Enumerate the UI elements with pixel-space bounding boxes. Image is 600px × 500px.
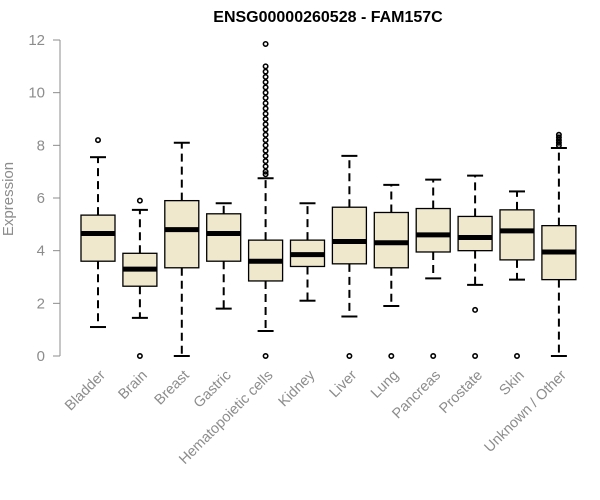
outlier-hematopoietic-cells-5: [262, 152, 269, 159]
outlier-hematopoietic-cells-14: [262, 105, 269, 112]
box-kidney: [289, 202, 326, 302]
outlier-hematopoietic-cells-1: [262, 171, 269, 178]
outlier-hematopoietic-cells-12: [262, 116, 269, 123]
y-tick-label-8: 8: [37, 137, 45, 154]
outlier-hematopoietic-cells-11: [262, 121, 269, 128]
x-tick-label-liver: Liver: [327, 367, 361, 401]
outlier-pancreas-0: [430, 352, 437, 359]
outlier-hematopoietic-cells-7: [262, 142, 269, 149]
outlier-hematopoietic-cells-3: [262, 163, 269, 170]
outlier-hematopoietic-cells-16: [262, 94, 269, 101]
outlier-hematopoietic-cells-0: [262, 352, 269, 359]
outlier-hematopoietic-cells-4: [262, 158, 269, 165]
box-body-bladder: [80, 214, 116, 262]
outlier-brain-1: [136, 197, 143, 204]
outlier-hematopoietic-cells-23: [262, 40, 269, 47]
x-tick-label-bladder: Bladder: [62, 367, 109, 414]
outlier-hematopoietic-cells-20: [262, 73, 269, 80]
y-tick-label-12: 12: [28, 32, 45, 49]
box-body-gastric: [206, 213, 242, 262]
box-brain: [122, 197, 158, 359]
outlier-hematopoietic-cells-10: [262, 126, 269, 133]
box-body-skin: [499, 209, 535, 261]
outlier-skin-0: [513, 352, 520, 359]
outlier-hematopoietic-cells-15: [262, 100, 269, 107]
boxes: [80, 40, 577, 359]
x-tick-label-brain: Brain: [115, 368, 150, 403]
box-bladder: [80, 137, 116, 329]
outlier-hematopoietic-cells-2: [262, 168, 269, 175]
outlier-unknown-other-1: [555, 139, 562, 146]
outlier-prostate-1: [472, 306, 479, 313]
box-hematopoietic-cells: [247, 40, 284, 359]
outlier-hematopoietic-cells-6: [262, 147, 269, 154]
box-body-pancreas: [415, 207, 451, 253]
outlier-lung-0: [388, 352, 395, 359]
outlier-hematopoietic-cells-9: [262, 131, 269, 138]
outlier-hematopoietic-cells-13: [262, 110, 269, 117]
outlier-unknown-other-0: [555, 142, 562, 149]
outlier-unknown-other-4: [555, 131, 562, 138]
outlier-hematopoietic-cells-8: [262, 137, 269, 144]
outlier-hematopoietic-cells-17: [262, 89, 269, 96]
box-body-lung: [373, 211, 409, 269]
box-body-prostate: [457, 215, 493, 252]
x-tick-label-kidney: Kidney: [276, 367, 319, 410]
box-breast: [164, 141, 200, 357]
box-body-liver: [331, 206, 368, 265]
outlier-liver-0: [346, 352, 353, 359]
box-body-breast: [164, 199, 200, 269]
outlier-prostate-0: [472, 352, 479, 359]
outlier-hematopoietic-cells-21: [262, 68, 269, 75]
y-axis-label: Expression: [0, 162, 17, 236]
y-tick-label-10: 10: [28, 85, 45, 102]
y-tick-label-0: 0: [37, 348, 45, 365]
outlier-hematopoietic-cells-19: [262, 79, 269, 86]
box-prostate: [457, 174, 493, 359]
axes: 0 2 4 6 8 10 12: [28, 32, 61, 365]
outlier-hematopoietic-cells-18: [262, 84, 269, 91]
chart-title: ENSG00000260528 - FAM157C: [213, 9, 443, 26]
x-tick-label-prostate: Prostate: [436, 368, 485, 417]
y-tick-label-4: 4: [37, 243, 45, 260]
outlier-unknown-other-3: [555, 134, 562, 141]
outlier-unknown-other-2: [555, 137, 562, 144]
outlier-brain-0: [136, 352, 143, 359]
box-lung: [373, 183, 409, 359]
y-tick-label-2: 2: [37, 295, 45, 312]
outlier-hematopoietic-cells-22: [262, 63, 269, 70]
outlier-bladder-0: [95, 137, 102, 144]
box-pancreas: [415, 178, 451, 359]
box-gastric: [206, 202, 242, 310]
x-tick-label-breast: Breast: [152, 368, 193, 409]
box-unknown-other: [541, 131, 577, 357]
box-skin: [499, 190, 535, 359]
box-liver: [331, 154, 368, 359]
y-tick-label-6: 6: [37, 190, 45, 207]
x-tick-label-skin: Skin: [497, 368, 528, 399]
x-tick-label-lung: Lung: [368, 368, 402, 402]
